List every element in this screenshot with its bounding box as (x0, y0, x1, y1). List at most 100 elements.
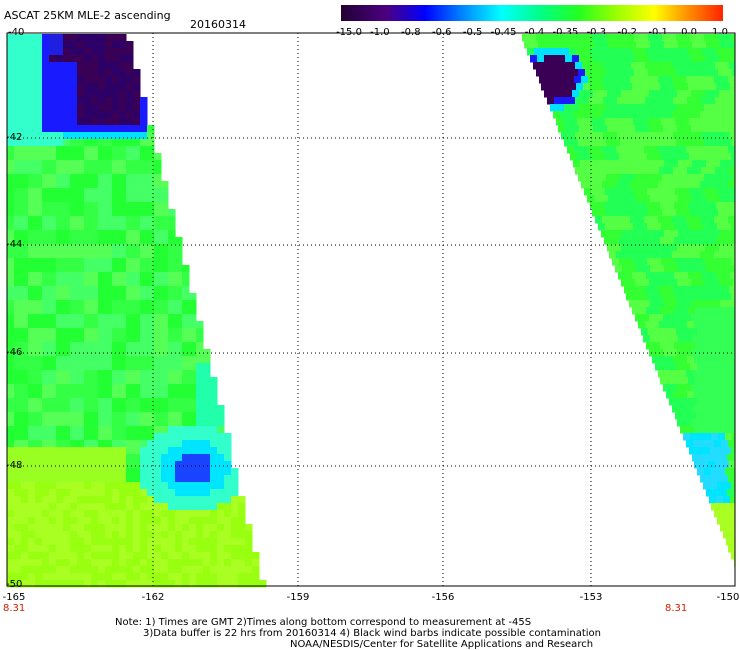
swath-cell (631, 286, 639, 294)
swath-cell (77, 524, 85, 532)
swath-cell (77, 377, 85, 385)
swath-cell (715, 97, 723, 105)
swath-cell (645, 97, 653, 105)
swath-cell (175, 244, 183, 252)
swath-cell (661, 188, 669, 196)
swath-cell (231, 510, 239, 518)
swath-cell (21, 335, 29, 343)
swath-cell (112, 468, 120, 476)
swath-cell (713, 195, 721, 203)
swath-cell (112, 370, 120, 378)
swath-cell (21, 356, 29, 364)
swath-cell (91, 468, 99, 476)
swath-cell (119, 419, 127, 427)
swath-cell (659, 97, 667, 105)
swath-cell (655, 69, 663, 77)
swath-cell (98, 461, 106, 469)
swath-cell (217, 482, 225, 490)
swath-cell (231, 503, 239, 511)
swath-cell (105, 524, 113, 532)
swath-cell (133, 328, 141, 336)
swath-cell (42, 83, 50, 91)
swath-cell (14, 496, 22, 504)
swath-cell (582, 62, 590, 70)
swath-cell (154, 391, 162, 399)
swath-cell (690, 398, 698, 406)
swath-cell (112, 146, 120, 154)
swath-cell (245, 531, 253, 539)
swath-cell (70, 447, 78, 455)
swath-cell (133, 510, 141, 518)
swath-cell (126, 419, 134, 427)
swath-cell (56, 181, 64, 189)
swath-cell (695, 307, 703, 315)
swath-cell (56, 125, 64, 133)
swath-cell (35, 412, 43, 420)
swath-cell (231, 468, 239, 476)
swath-cell (21, 111, 29, 119)
swath-cell (105, 391, 113, 399)
swath-cell (140, 251, 148, 259)
swath-cell (126, 573, 134, 581)
swath-cell (63, 286, 71, 294)
swath-cell (653, 307, 661, 315)
swath-cell (658, 76, 666, 84)
swath-cell (21, 48, 29, 56)
swath-cell (711, 104, 719, 112)
swath-cell (28, 342, 36, 350)
swath-cell (654, 118, 662, 126)
swath-cell (28, 188, 36, 196)
swath-cell (161, 531, 169, 539)
swath-cell (119, 405, 127, 413)
swath-cell (119, 517, 127, 525)
swath-cell (695, 237, 703, 245)
swath-cell (672, 181, 680, 189)
swath-cell (684, 55, 692, 63)
swath-cell (98, 223, 106, 231)
swath-cell (670, 384, 678, 392)
swath-cell (710, 223, 718, 231)
swath-cell (126, 258, 134, 266)
swath-cell (637, 76, 645, 84)
swath-cell (203, 454, 211, 462)
swath-cell (154, 230, 162, 238)
swath-cell (196, 398, 204, 406)
swath-cell (617, 167, 625, 175)
swath-cell (119, 216, 127, 224)
swath-cell (210, 538, 218, 546)
swath-cell (70, 559, 78, 567)
swath-cell (49, 258, 57, 266)
swath-cell (579, 55, 587, 63)
swath-cell (615, 265, 623, 273)
swath-cell (161, 475, 169, 483)
swath-cell (140, 146, 148, 154)
swath-cell (14, 398, 22, 406)
swath-cell (620, 34, 628, 42)
swath-cell (133, 440, 141, 448)
swath-cell (42, 454, 50, 462)
swath-cell (203, 412, 211, 420)
swath-cell (182, 398, 190, 406)
swath-cell (154, 489, 162, 497)
swath-cell (547, 62, 555, 70)
swath-cell (705, 314, 713, 322)
swath-cell (672, 76, 680, 84)
swath-cell (640, 153, 648, 161)
swath-cell (592, 69, 600, 77)
swath-cell (622, 160, 630, 168)
swath-cell (147, 258, 155, 266)
swath-cell (56, 580, 64, 588)
swath-cell (56, 118, 64, 126)
swath-cell (119, 55, 127, 63)
swath-cell (28, 468, 36, 476)
swath-cell (63, 230, 71, 238)
swath-cell (705, 55, 713, 63)
swath-cell (84, 104, 92, 112)
swath-cell (687, 426, 695, 434)
swath-cell (98, 279, 106, 287)
swath-cell (699, 230, 707, 238)
swath-cell (583, 48, 591, 56)
swath-cell (21, 349, 29, 357)
swath-cell (175, 300, 183, 308)
swath-cell (126, 524, 134, 532)
